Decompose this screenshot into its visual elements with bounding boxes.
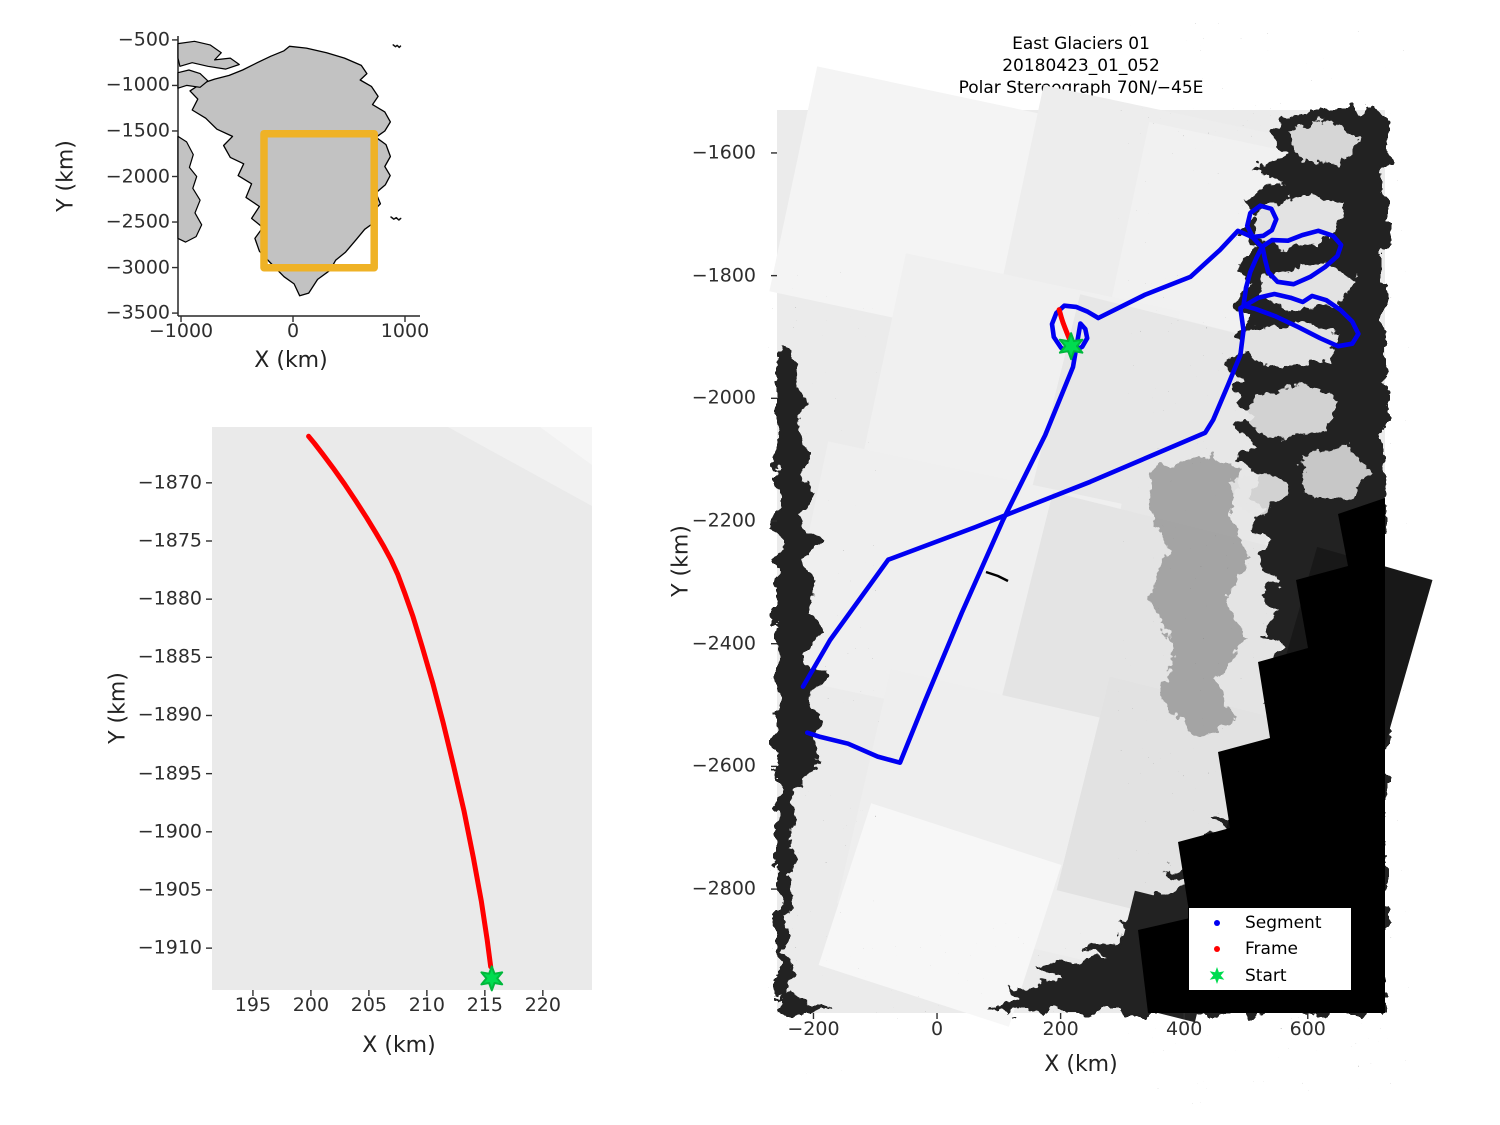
main-x-axis-label: X (km) (1044, 1052, 1118, 1077)
x-tick-label: 220 (524, 994, 561, 1016)
y-tick-label: −1870 (137, 471, 202, 494)
x-tick-label: 400 (1166, 1018, 1203, 1040)
legend-label-segment: Segment (1245, 912, 1322, 933)
x-tick-label: 200 (1042, 1018, 1079, 1040)
frame-plot-canvas (206, 427, 592, 996)
y-tick-label: −1885 (137, 645, 202, 668)
baffin-island (177, 135, 203, 243)
legend-label-start: Start (1245, 965, 1287, 986)
x-tick-label: −200 (787, 1018, 840, 1040)
image-tile-seam (540, 427, 592, 465)
arctic-islands-north (177, 40, 240, 70)
y-tick-label: −2600 (691, 754, 756, 777)
y-tick-label: −1500 (105, 119, 170, 142)
x-tick-label: 195 (234, 994, 272, 1016)
frame-track (306, 433, 494, 970)
overview-plot-canvas (172, 36, 420, 322)
y-tick-label: −1875 (137, 529, 202, 552)
x-tick-label: 210 (408, 994, 445, 1016)
y-tick-label: −1000 (105, 73, 170, 96)
x-tick-label: −1000 (148, 320, 214, 342)
y-tick-label: −1910 (137, 936, 202, 959)
start-marker (480, 965, 504, 992)
x-tick-label: 200 (292, 994, 330, 1016)
frame-y-axis-label: Y (km) (105, 672, 131, 744)
x-tick-label: 205 (350, 994, 388, 1016)
y-tick-label: −1880 (137, 587, 202, 610)
overview-y-axis-label: Y (km) (53, 140, 79, 212)
overview-x-axis-label: X (km) (254, 348, 328, 373)
image-artifact (985, 570, 1009, 583)
segment-track-leg-a (800, 203, 1361, 689)
x-tick-label: 600 (1289, 1018, 1326, 1040)
legend: Segment Frame Start (1188, 907, 1352, 991)
y-tick-label: −1895 (137, 762, 202, 785)
y-tick-label: −2000 (105, 165, 170, 187)
y-tick-label: −2800 (691, 877, 756, 900)
start-marker-icon (1209, 967, 1225, 984)
iceland-coastline (390, 216, 402, 221)
legend-row-segment: Segment (1189, 911, 1351, 935)
segment-dot-icon (1214, 919, 1220, 926)
x-tick-label: 215 (466, 994, 503, 1016)
legend-label-frame: Frame (1245, 939, 1298, 959)
main-y-axis-label: Y (km) (668, 525, 694, 597)
title-line-mission: East Glaciers 01 (1012, 34, 1150, 54)
x-tick-label: 0 (286, 320, 300, 342)
arctic-islands-north-2 (177, 69, 209, 89)
y-tick-label: −2000 (691, 386, 756, 409)
x-tick-label: 1000 (380, 320, 430, 342)
y-tick-label: −1890 (137, 703, 202, 726)
title-line-flight-id: 20180423_01_052 (1002, 56, 1160, 76)
y-tick-label: −1900 (137, 820, 202, 843)
frame-dot-icon (1214, 946, 1220, 952)
satellite-imagery (212, 427, 592, 990)
satellite-imagery (769, 66, 1433, 1027)
y-tick-label: −1600 (691, 141, 756, 164)
y-tick-label: −1800 (691, 264, 756, 287)
y-tick-label: −3500 (105, 301, 170, 324)
svalbard-coastline (392, 44, 402, 49)
title-line-projection: Polar Stereograph 70N/−45E (958, 78, 1204, 98)
y-tick-label: −2500 (105, 210, 170, 233)
frame-x-axis-label: X (km) (362, 1033, 436, 1058)
y-tick-label: −1905 (137, 878, 202, 901)
x-tick-label: 0 (930, 1018, 944, 1040)
legend-row-start: Start (1189, 964, 1351, 988)
start-marker (1058, 332, 1084, 361)
main-plot-canvas (769, 66, 1433, 1027)
y-tick-label: −500 (117, 28, 170, 51)
coverage-box (260, 129, 378, 272)
y-tick-label: −2400 (691, 632, 756, 655)
y-tick-label: −3000 (105, 256, 170, 279)
legend-row-frame: Frame (1189, 937, 1351, 961)
image-tile-seam (448, 427, 592, 506)
greenland-landmass (189, 45, 392, 297)
main-map-title: East Glaciers 01 20180423_01_052 Polar S… (777, 33, 1385, 99)
y-tick-label: −2200 (691, 509, 756, 532)
